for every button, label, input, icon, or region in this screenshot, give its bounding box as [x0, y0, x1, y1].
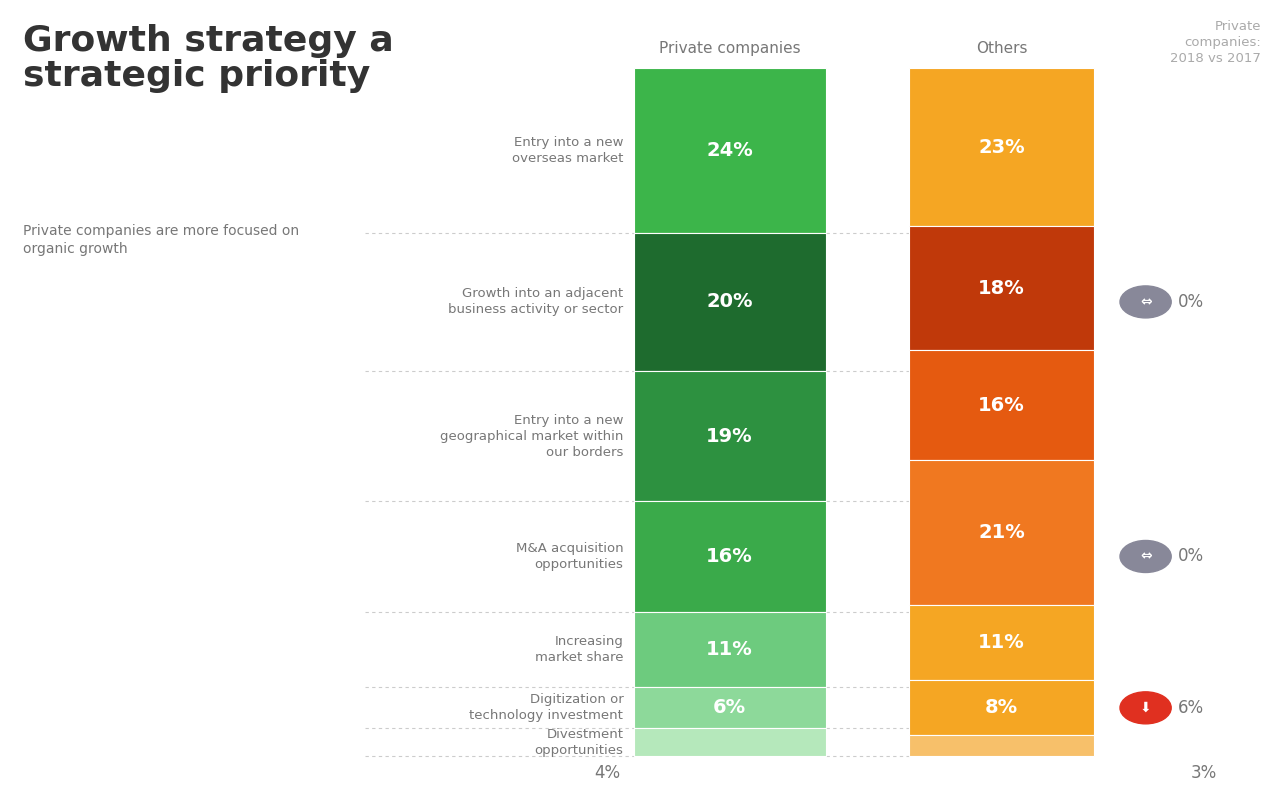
Circle shape	[1120, 286, 1171, 318]
Text: Private companies: Private companies	[659, 41, 800, 56]
Bar	[909, 680, 1094, 735]
Text: ⇔: ⇔	[1139, 550, 1152, 563]
Text: 6%: 6%	[1178, 699, 1203, 717]
Text: 20%: 20%	[707, 293, 753, 311]
Bar	[909, 68, 1094, 226]
Text: 19%: 19%	[707, 426, 753, 446]
Bar	[634, 370, 826, 502]
Bar	[909, 226, 1094, 350]
Text: 18%: 18%	[978, 278, 1025, 298]
Text: 0%: 0%	[1178, 293, 1203, 311]
Text: 16%: 16%	[978, 396, 1025, 414]
Text: Private companies are more focused on
organic growth: Private companies are more focused on or…	[23, 224, 300, 256]
Text: Others: Others	[975, 41, 1028, 56]
Text: 3%: 3%	[1190, 764, 1217, 782]
Text: Growth into an adjacent
business activity or sector: Growth into an adjacent business activit…	[448, 287, 623, 317]
Circle shape	[1120, 692, 1171, 724]
Text: Entry into a new
geographical market within
our borders: Entry into a new geographical market wit…	[440, 414, 623, 458]
Text: 23%: 23%	[978, 138, 1025, 157]
Text: ⇔: ⇔	[1139, 295, 1152, 309]
Text: M&A acquisition
opportunities: M&A acquisition opportunities	[516, 542, 623, 571]
Bar	[634, 729, 826, 756]
Bar	[634, 233, 826, 370]
Text: 16%: 16%	[707, 547, 753, 566]
Text: 4%: 4%	[595, 764, 621, 782]
Text: 21%: 21%	[978, 523, 1025, 542]
Text: Private
companies:
2018 vs 2017: Private companies: 2018 vs 2017	[1170, 20, 1261, 65]
Bar	[909, 460, 1094, 605]
Text: Divestment
opportunities: Divestment opportunities	[535, 728, 623, 757]
Bar	[634, 502, 826, 611]
Text: Digitization or
technology investment: Digitization or technology investment	[470, 694, 623, 722]
Bar	[634, 611, 826, 687]
Text: Entry into a new
overseas market: Entry into a new overseas market	[512, 136, 623, 165]
Text: Increasing
market share: Increasing market share	[535, 635, 623, 664]
Bar	[909, 605, 1094, 680]
Circle shape	[1120, 541, 1171, 573]
Bar	[909, 735, 1094, 756]
Text: 11%: 11%	[978, 633, 1025, 652]
Text: 6%: 6%	[713, 698, 746, 718]
Bar	[634, 687, 826, 729]
Text: 0%: 0%	[1178, 547, 1203, 566]
Text: 11%: 11%	[707, 640, 753, 659]
Text: 24%: 24%	[707, 141, 753, 160]
Bar	[634, 68, 826, 233]
Text: Growth strategy a
strategic priority: Growth strategy a strategic priority	[23, 24, 394, 94]
Bar	[909, 350, 1094, 460]
Text: 8%: 8%	[986, 698, 1018, 718]
Text: ⬇: ⬇	[1139, 701, 1152, 715]
